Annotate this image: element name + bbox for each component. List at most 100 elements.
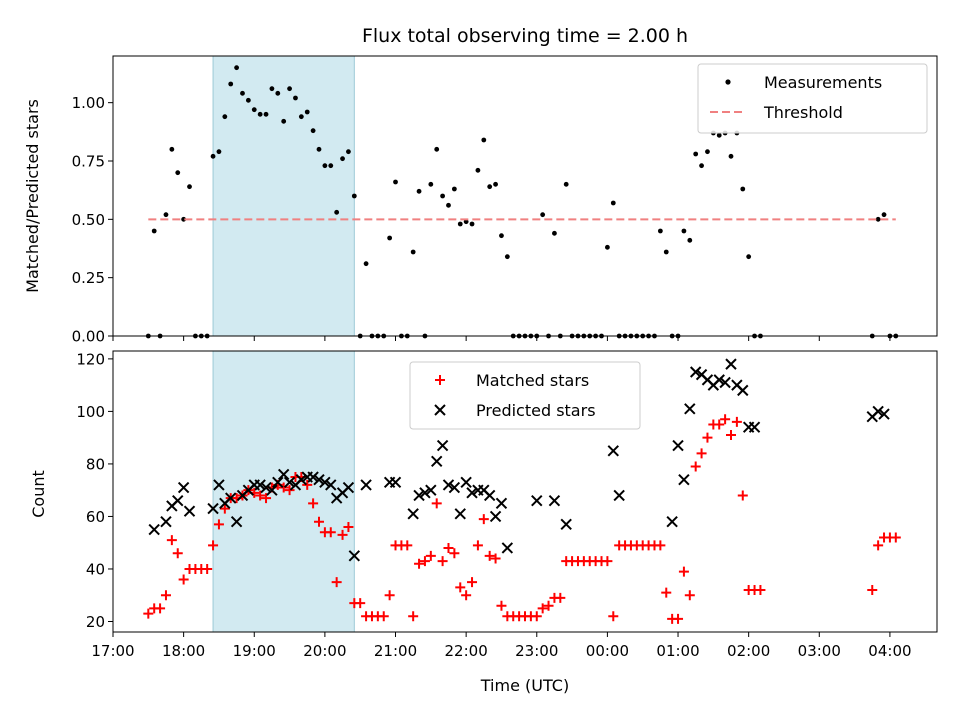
matched-star-point [314, 516, 324, 527]
predicted-star-point [260, 481, 272, 494]
y-tick-label: 80 [86, 455, 105, 473]
predicted-star-point [419, 487, 431, 499]
predicted-star-point [725, 358, 737, 370]
predicted-star-point [448, 481, 461, 494]
matched-star-point [419, 556, 430, 567]
predicted-star-point [360, 479, 372, 491]
measurement-point [605, 244, 610, 250]
matched-star-point [678, 566, 689, 577]
measurement-point [434, 146, 440, 152]
bottom-y-axis-label: Count [29, 470, 48, 518]
predicted-star-point [460, 476, 472, 489]
matched-star-point [602, 556, 613, 567]
legend-box [697, 63, 928, 134]
matched-star-point [490, 553, 501, 564]
predicted-star-point [466, 487, 478, 499]
matched-star-point [661, 587, 672, 598]
matched-star-point [720, 414, 731, 425]
legend-symbol [434, 404, 446, 416]
measurement-point [693, 151, 699, 157]
y-tick-label: 1.00 [72, 94, 105, 112]
measurement-point [257, 111, 263, 117]
matched-star-point [443, 542, 454, 553]
x-tick-label: 04:00 [868, 642, 911, 660]
measurement-point [881, 212, 887, 218]
predicted-star-point [454, 508, 466, 520]
count-plot-area [143, 358, 901, 624]
matched-star-point [278, 482, 289, 493]
matched-star-point [402, 540, 413, 551]
predicted-star-point [425, 484, 437, 496]
x-tick-label: 02:00 [727, 642, 770, 660]
measurement-point [493, 181, 498, 187]
predicted-star-point [407, 508, 419, 520]
measurement-point [151, 228, 157, 234]
measurement-point [740, 186, 746, 192]
measurement-point [469, 221, 475, 227]
predicted-star-point [689, 366, 702, 378]
measurement-point [475, 167, 481, 173]
y-tick-label: 20 [86, 613, 105, 631]
predicted-star-point [748, 421, 761, 433]
measurement-point [463, 219, 469, 225]
matched-star-point [702, 432, 713, 443]
predicted-star-point [148, 523, 160, 536]
predicted-star-point [678, 473, 690, 486]
measurement-point [322, 163, 328, 169]
measurement-point [298, 114, 304, 120]
measurement-point [328, 163, 334, 169]
predicted-star-point [560, 518, 572, 531]
matched-star-point [302, 479, 313, 490]
matched-star-point [408, 611, 419, 622]
predicted-star-point [207, 502, 219, 515]
measurement-point [563, 181, 569, 187]
predicted-star-point [531, 494, 543, 507]
measurement-point [245, 97, 251, 103]
measurement-point [687, 237, 693, 243]
matched-star-point [219, 503, 230, 514]
legend-symbol [435, 375, 445, 385]
predicted-star-point [160, 515, 172, 528]
measurement-point [351, 193, 357, 199]
predicted-star-point [266, 484, 278, 496]
observing-window-shade [212, 55, 355, 337]
predicted-star-point [666, 515, 678, 528]
predicted-star-point [442, 479, 455, 491]
predicted-star-point [348, 550, 361, 562]
bottom-axes-frame [112, 350, 938, 633]
y-tick-label: 40 [86, 560, 105, 578]
top-axes-frame [112, 55, 938, 337]
predicted-star-point [737, 384, 749, 397]
measurement-point [552, 230, 557, 236]
matched-star-point [172, 548, 183, 559]
predicted-star-point [489, 510, 502, 523]
measurement-point [240, 90, 245, 96]
matched-star-point [414, 558, 425, 569]
measurement-point [263, 111, 269, 117]
predicted-star-point [719, 376, 731, 389]
matched-star-point [455, 582, 466, 593]
predicted-star-point [277, 468, 290, 481]
measurement-point [440, 193, 445, 199]
predicted-star-point [325, 479, 337, 491]
y-tick-label: 100 [76, 403, 105, 421]
x-tick-label: 21:00 [374, 642, 417, 660]
x-tick-label: 03:00 [798, 642, 841, 660]
legend-box [409, 361, 641, 430]
matched-star-point [873, 540, 884, 551]
measurement-point [269, 86, 275, 92]
matched-star-point [555, 592, 566, 603]
matched-star-point [355, 598, 366, 609]
predicted-star-point [172, 494, 184, 507]
predicted-star-point [713, 374, 725, 386]
predicted-star-point [436, 439, 449, 452]
measurement-point [728, 153, 734, 159]
matched-star-point [449, 548, 460, 559]
measurement-point [175, 170, 181, 176]
matched-star-point [308, 498, 319, 509]
matched-star-point [384, 590, 395, 601]
measurement-point [169, 146, 175, 152]
matched-star-point [284, 485, 295, 496]
matched-star-point [331, 577, 342, 588]
